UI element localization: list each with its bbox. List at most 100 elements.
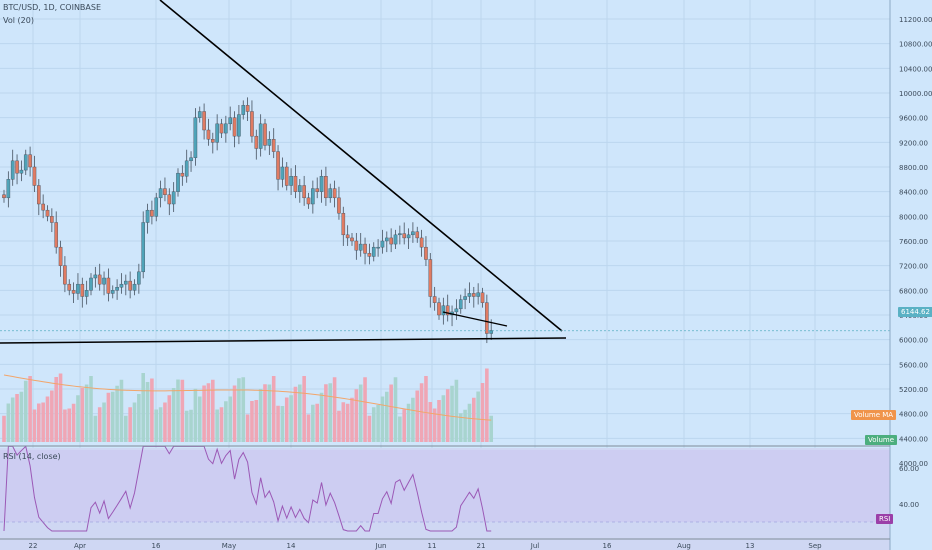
volume-bar: [289, 395, 293, 442]
volume-bar: [371, 407, 376, 442]
volume-bar: [324, 384, 328, 442]
volume-bar: [76, 395, 80, 442]
volume-bar: [402, 409, 406, 442]
rsi-tag: RSI: [876, 514, 894, 524]
candle-body: [184, 160, 189, 177]
volume-bar: [84, 384, 89, 442]
candle-body: [284, 166, 289, 186]
candle-body: [219, 123, 224, 134]
candle-body: [19, 169, 24, 174]
candle-body: [167, 194, 172, 205]
volume-bar: [10, 397, 15, 442]
candle-body: [324, 176, 328, 199]
volume-bar: [485, 368, 489, 442]
time-tick-label: Sep: [808, 542, 822, 550]
candle-body: [102, 277, 106, 285]
volume-bar: [302, 376, 306, 442]
candle-body: [263, 123, 267, 146]
volume-bar: [80, 388, 85, 442]
volume-bar: [41, 402, 45, 442]
candle-body: [32, 166, 37, 186]
candle-body: [398, 233, 402, 236]
volume-bar: [441, 395, 446, 442]
price-tick-label: 8800.00: [899, 164, 928, 172]
last-price-tag: 6144.62: [898, 307, 932, 317]
volume-bar: [202, 385, 206, 442]
candle-body: [89, 277, 93, 291]
candle-body: [215, 123, 219, 143]
volume-bar: [206, 383, 211, 442]
candle-body: [154, 197, 159, 217]
price-tick-label: 4000.00: [899, 460, 928, 468]
candle-body: [123, 280, 128, 285]
price-tick-label: 11200.00: [899, 16, 932, 24]
volume-bar: [419, 383, 424, 442]
candle-body: [50, 216, 54, 223]
price-tick-label: 6800.00: [899, 287, 928, 295]
volume-bar: [306, 414, 311, 442]
candle-body: [202, 111, 206, 131]
volume-bar: [350, 397, 354, 442]
candle-body: [428, 259, 433, 297]
candle-body: [141, 222, 146, 273]
volume-bar: [472, 397, 476, 442]
volume-bar: [280, 406, 285, 442]
volume-bar: [171, 388, 176, 442]
candle-body: [23, 154, 28, 171]
candle-body: [467, 293, 472, 297]
volume-bar: [154, 409, 159, 442]
candle-body: [171, 191, 176, 205]
candle-body: [84, 290, 89, 297]
volume-bar: [197, 396, 202, 442]
volume-bar: [150, 378, 154, 442]
volume-bar: [102, 402, 106, 442]
volume-bar: [271, 376, 276, 442]
candle-body: [302, 185, 306, 199]
volume-bar: [476, 391, 480, 442]
volume-bar: [424, 376, 428, 442]
price-tick-label: 5600.00: [899, 361, 928, 369]
candle-body: [132, 283, 137, 291]
volume-bar: [367, 415, 372, 442]
volume-bar: [354, 389, 359, 442]
volume-bar: [458, 413, 463, 442]
time-tick-label: Jul: [530, 542, 540, 550]
candle-body: [237, 114, 241, 137]
volume-bar: [341, 402, 346, 442]
volume-bar: [411, 397, 415, 442]
time-tick-label: Apr: [74, 542, 86, 550]
volume-bar: [432, 408, 437, 442]
time-tick-label: 16: [152, 542, 161, 550]
candle-body: [106, 277, 111, 294]
volume-bar: [124, 415, 128, 442]
volume-bar: [119, 379, 124, 442]
candle-body: [445, 305, 450, 316]
candle-body: [189, 157, 193, 162]
candle-body: [437, 302, 441, 316]
candle-body: [306, 197, 311, 205]
candle-body: [232, 117, 237, 137]
descending-trendline: [159, 0, 563, 332]
volume-bar: [115, 385, 119, 442]
candle-body: [358, 243, 363, 251]
candle-body: [206, 129, 211, 140]
volume-bar: [454, 379, 459, 442]
volume-bar: [97, 407, 102, 442]
price-tick-label: 4400.00: [899, 435, 928, 443]
volume-bar: [298, 384, 302, 442]
rsi-pane: [0, 445, 890, 550]
price-tick-label: 9600.00: [899, 115, 928, 123]
candle-body: [389, 237, 393, 245]
candle-body: [137, 271, 141, 285]
candle-body: [15, 160, 19, 174]
volume-bar: [15, 394, 19, 442]
candle-body: [289, 176, 293, 186]
candle-body: [41, 203, 45, 211]
volume-bar: [237, 378, 241, 442]
candlesticks: [2, 97, 494, 344]
volume-bar: [363, 377, 367, 442]
volume-indicator-label: Vol (20): [3, 16, 34, 25]
volume-bar: [398, 416, 402, 442]
volume-bar: [141, 373, 145, 442]
